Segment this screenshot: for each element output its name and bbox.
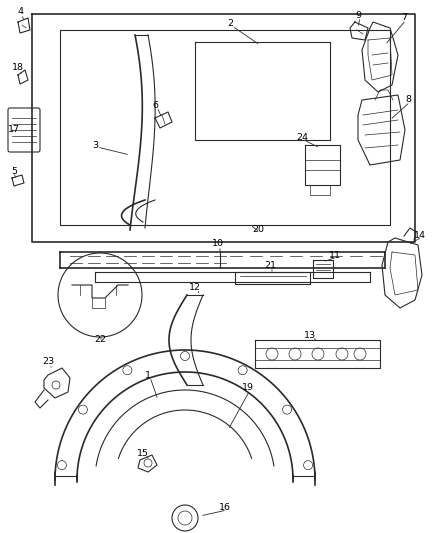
Text: 7: 7 <box>401 13 407 22</box>
Text: 14: 14 <box>414 230 426 239</box>
Text: 3: 3 <box>92 141 98 149</box>
Text: 21: 21 <box>264 261 276 270</box>
Text: 9: 9 <box>355 11 361 20</box>
Text: 4: 4 <box>17 7 23 17</box>
Text: 8: 8 <box>405 95 411 104</box>
Text: 19: 19 <box>242 384 254 392</box>
Text: 16: 16 <box>219 504 231 513</box>
Text: 1: 1 <box>145 370 151 379</box>
Text: 10: 10 <box>212 239 224 248</box>
Text: 13: 13 <box>304 330 316 340</box>
Text: 2: 2 <box>227 20 233 28</box>
Text: 11: 11 <box>329 251 341 260</box>
Text: 24: 24 <box>296 133 308 142</box>
Text: 23: 23 <box>42 358 54 367</box>
Text: 5: 5 <box>11 167 17 176</box>
Text: 17: 17 <box>8 125 20 134</box>
Text: 6: 6 <box>152 101 158 109</box>
Text: 22: 22 <box>94 335 106 344</box>
Text: 12: 12 <box>189 282 201 292</box>
Text: 18: 18 <box>12 63 24 72</box>
Text: 15: 15 <box>137 448 149 457</box>
Text: 20: 20 <box>252 225 264 235</box>
